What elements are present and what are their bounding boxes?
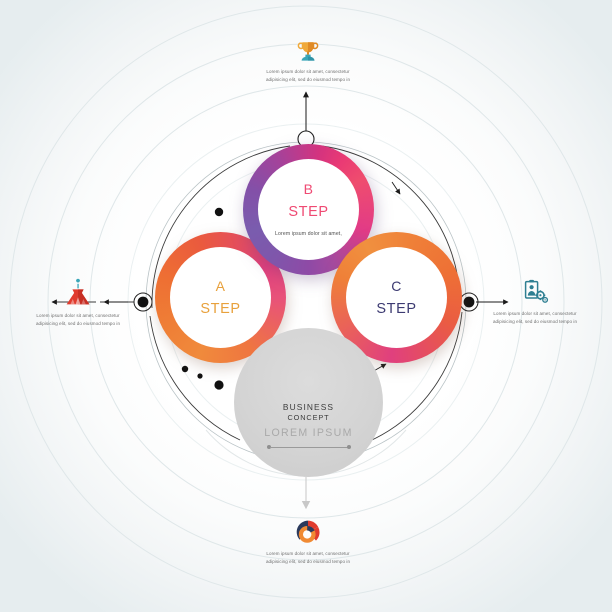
callout-left[interactable]: Lorem ipsum dolor sit amet, consectetur … xyxy=(17,278,139,328)
callout-top[interactable]: Lorem ipsum dolor sit amet, consectetur … xyxy=(247,38,369,84)
pie-chart-icon xyxy=(296,520,320,543)
volcano-icon xyxy=(66,278,90,305)
callout-right[interactable]: Lorem ipsum dolor sit amet, consectetur … xyxy=(474,278,596,326)
concept-subtitle: CONCEPT xyxy=(287,413,330,423)
callout-bottom-line1: Lorem ipsum dolor sit amet, consectetur xyxy=(266,551,350,556)
center-concept-disc: BUSINESS CONCEPT LOREM IPSUM xyxy=(234,328,383,477)
callout-bottom-line2: adipisicing elit, sed do eiusmod tempo i… xyxy=(265,559,351,565)
arc-dot xyxy=(181,365,189,373)
callout-left-line1: Lorem ipsum dolor sit amet, consectetur xyxy=(36,313,120,318)
step-b-word: STEP xyxy=(288,204,329,221)
step-b-letter: B xyxy=(303,181,314,198)
callout-top-line1: Lorem ipsum dolor sit amet, consectetur xyxy=(266,69,350,74)
concept-lorem: LOREM IPSUM xyxy=(264,427,353,440)
arc-dot xyxy=(214,380,224,390)
step-a-word: STEP xyxy=(200,300,241,317)
arc-dot xyxy=(197,373,203,379)
step-c-letter: C xyxy=(391,277,402,294)
step-a-inner: A STEP xyxy=(170,247,271,348)
callout-left-line2: adipisicing elit, sed do eiusmod tempo i… xyxy=(35,321,121,327)
step-circle-c[interactable]: C STEP xyxy=(331,232,462,363)
step-c-inner: C STEP xyxy=(346,247,447,348)
step-b-inner: B STEP Lorem ipsum dolor sit amet, xyxy=(258,159,359,260)
step-b-description: Lorem ipsum dolor sit amet, xyxy=(275,230,342,237)
step-c-word: STEP xyxy=(376,300,417,317)
callout-top-line2: adipisicing elit, sed do eiusmod tempo i… xyxy=(265,77,351,83)
trophy-icon xyxy=(297,42,319,61)
step-a-letter: A xyxy=(215,277,226,294)
callout-right-line1: Lorem ipsum dolor sit amet, consectetur xyxy=(493,311,577,316)
person-gears-icon xyxy=(524,279,549,303)
concept-divider xyxy=(266,445,351,450)
arc-dot xyxy=(214,207,224,217)
concept-title: BUSINESS xyxy=(282,402,335,413)
callout-bottom[interactable]: Lorem ipsum dolor sit amet, consectetur … xyxy=(247,518,369,566)
callout-right-line2: adipisicing elit, sed do eiusmod tempo i… xyxy=(492,319,578,325)
